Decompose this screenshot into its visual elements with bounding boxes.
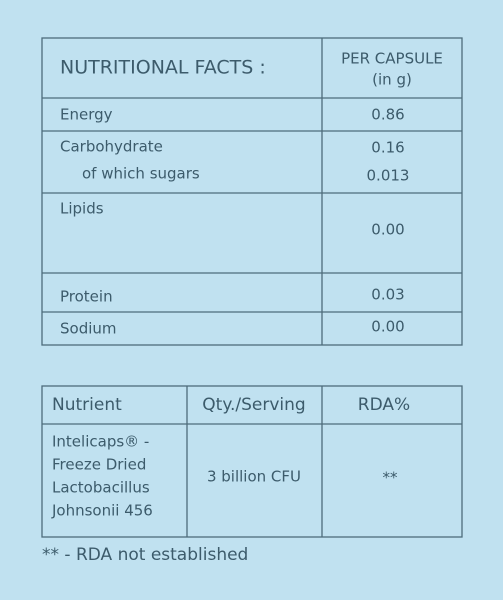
row-value: 0.00 — [371, 318, 404, 336]
row-name: Carbohydrate — [60, 138, 163, 156]
row-name: Energy — [60, 106, 113, 124]
rda-cell: ** — [383, 469, 399, 487]
column-header: (in g) — [372, 71, 412, 89]
column-header: PER CAPSULE — [341, 50, 443, 68]
row-value: 0.16 — [371, 139, 404, 157]
row-value: 0.86 — [371, 106, 404, 124]
header-cell: Qty./Serving — [202, 395, 305, 415]
nutrient-line: Freeze Dried — [52, 456, 146, 474]
nutrition-table: NUTRITIONAL FACTS : PER CAPSULE (in g) E… — [41, 37, 463, 346]
qty-cell: 3 billion CFU — [207, 468, 301, 486]
header-cell: Nutrient — [52, 395, 122, 415]
header-cell: RDA% — [358, 395, 410, 415]
table-border — [41, 385, 463, 538]
row-value: 0.013 — [367, 167, 410, 185]
table-title: NUTRITIONAL FACTS : — [60, 57, 266, 79]
row-value: 0.00 — [371, 221, 404, 239]
row-name: Sodium — [60, 320, 117, 338]
table-border — [41, 37, 463, 346]
row-name: Lipids — [60, 200, 104, 218]
row-name: of which sugars — [82, 165, 200, 183]
nutrient-line: Johnsonii 456 — [51, 502, 153, 520]
row-name: Protein — [60, 288, 113, 306]
footnote: ** - RDA not established — [42, 545, 248, 565]
nutrient-line: Lactobacillus — [52, 479, 150, 497]
row-value: 0.03 — [371, 286, 404, 304]
nutrient-table: Nutrient Qty./Serving RDA% Intelicaps® -… — [41, 385, 463, 538]
nutrient-line: Intelicaps® - — [52, 433, 149, 451]
